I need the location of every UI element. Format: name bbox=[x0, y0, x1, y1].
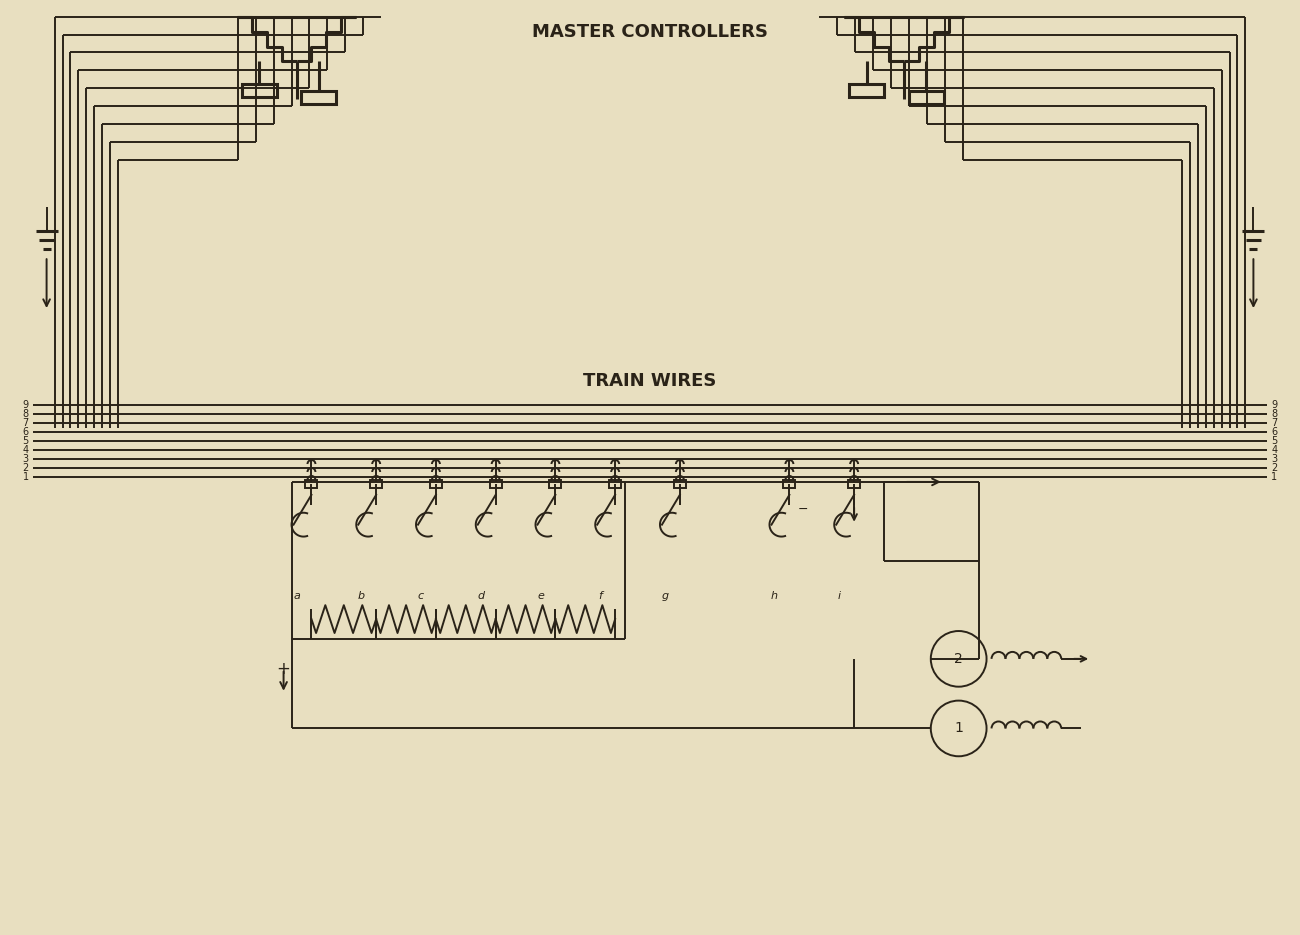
Text: 9: 9 bbox=[22, 400, 29, 410]
Text: 9: 9 bbox=[1271, 400, 1278, 410]
Text: a: a bbox=[292, 591, 300, 601]
Bar bbox=[242, 84, 277, 96]
Text: 4: 4 bbox=[1271, 445, 1278, 455]
Bar bbox=[849, 84, 884, 96]
Text: 3: 3 bbox=[1271, 454, 1278, 464]
Text: 8: 8 bbox=[1271, 410, 1278, 419]
Text: 3: 3 bbox=[22, 454, 29, 464]
Text: +: + bbox=[277, 660, 290, 678]
Text: 8: 8 bbox=[22, 410, 29, 419]
Bar bbox=[490, 480, 502, 488]
Text: 2: 2 bbox=[1271, 463, 1278, 473]
Text: h: h bbox=[771, 591, 777, 601]
Text: 7: 7 bbox=[22, 418, 29, 428]
Text: −: − bbox=[1063, 652, 1075, 666]
Text: 1: 1 bbox=[1271, 472, 1278, 482]
Text: 7: 7 bbox=[1271, 418, 1278, 428]
Text: i: i bbox=[837, 591, 841, 601]
Text: d: d bbox=[477, 591, 485, 601]
Text: TRAIN WIRES: TRAIN WIRES bbox=[584, 372, 716, 391]
Text: 1: 1 bbox=[954, 722, 963, 736]
Text: 5: 5 bbox=[22, 436, 29, 446]
Text: 6: 6 bbox=[1271, 427, 1278, 438]
Text: 2: 2 bbox=[22, 463, 29, 473]
Text: 1: 1 bbox=[22, 472, 29, 482]
Bar bbox=[848, 480, 861, 488]
Text: 2: 2 bbox=[954, 652, 963, 666]
Bar bbox=[302, 92, 337, 104]
Bar bbox=[784, 480, 796, 488]
Text: 4: 4 bbox=[22, 445, 29, 455]
Text: f: f bbox=[598, 591, 602, 601]
Bar bbox=[550, 480, 562, 488]
Bar bbox=[610, 480, 621, 488]
Text: b: b bbox=[358, 591, 365, 601]
Text: e: e bbox=[537, 591, 543, 601]
Bar bbox=[430, 480, 442, 488]
Text: g: g bbox=[662, 591, 668, 601]
Bar bbox=[909, 92, 944, 104]
Circle shape bbox=[931, 700, 987, 756]
Text: 5: 5 bbox=[1271, 436, 1278, 446]
Bar bbox=[673, 480, 686, 488]
Text: −: − bbox=[797, 503, 807, 516]
Text: 6: 6 bbox=[22, 427, 29, 438]
Circle shape bbox=[931, 631, 987, 686]
Text: c: c bbox=[417, 591, 424, 601]
Bar bbox=[370, 480, 382, 488]
Bar bbox=[306, 480, 317, 488]
Text: MASTER CONTROLLERS: MASTER CONTROLLERS bbox=[532, 22, 768, 40]
